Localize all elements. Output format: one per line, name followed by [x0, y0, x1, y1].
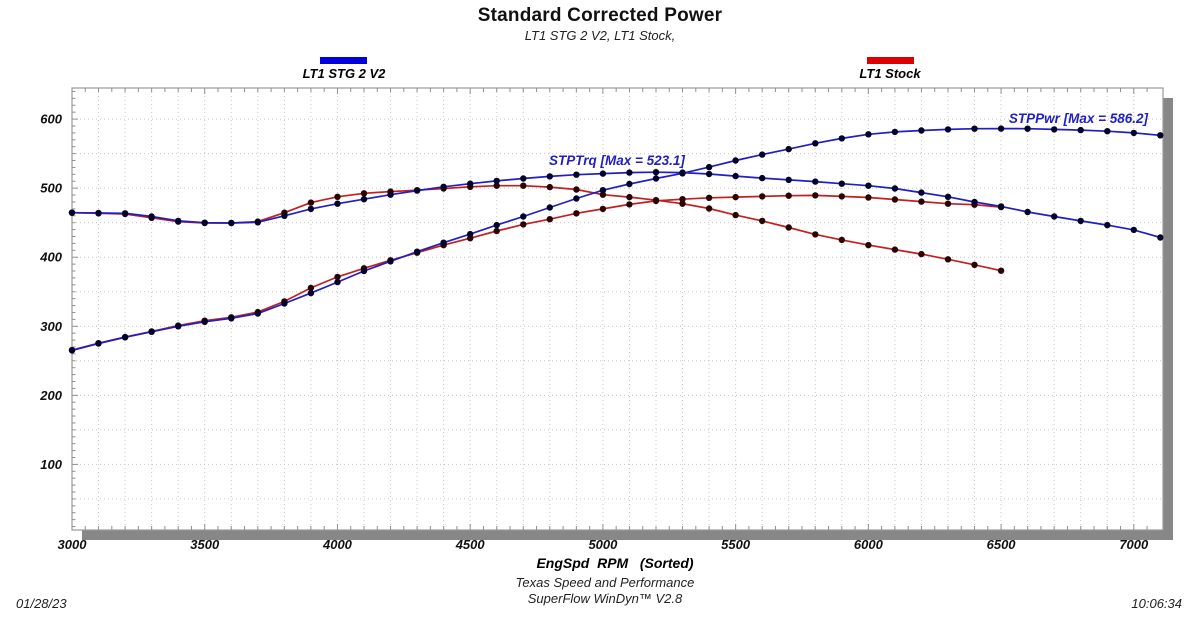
series-stppwr-lt1-stg-2-v2 — [68, 125, 1164, 354]
x-tick-labels: 3000 3500 4000 4500 5000 5500 6000 6500 7000 — [58, 537, 1149, 552]
svg-text:200: 200 — [39, 388, 62, 403]
svg-text:100: 100 — [40, 457, 62, 472]
svg-text:300: 300 — [40, 319, 62, 334]
svg-text:4000: 4000 — [322, 537, 353, 552]
svg-text:6500: 6500 — [987, 537, 1017, 552]
legend-label-stg2: LT1 STG 2 V2 — [302, 66, 386, 81]
svg-text:3500: 3500 — [190, 537, 220, 552]
svg-text:7000: 7000 — [1119, 537, 1149, 552]
plot-area — [71, 87, 1164, 531]
svg-text:3000: 3000 — [58, 537, 88, 552]
max-power-annotation: STPPwr [Max = 586.2] — [1008, 111, 1148, 126]
gridlines — [72, 88, 1163, 530]
svg-text:5500: 5500 — [721, 537, 751, 552]
svg-text:5000: 5000 — [588, 537, 618, 552]
page-title: Standard Corrected Power — [477, 5, 723, 26]
y-tick-labels: 100 200 300 400 500 600 — [39, 112, 62, 472]
report-time: 10:06:34 — [1131, 596, 1182, 611]
legend-swatch — [320, 57, 367, 64]
page-subtitle: LT1 STG 2 V2, LT1 Stock, — [524, 28, 676, 43]
svg-text:6000: 6000 — [854, 537, 884, 552]
svg-text:500: 500 — [40, 181, 62, 196]
footer-software: SuperFlow WinDyn™ V2.8 — [527, 591, 683, 606]
axis-ticks — [72, 88, 1148, 530]
svg-text:400: 400 — [39, 250, 62, 265]
max-torque-annotation: STPTrq [Max = 523.1] — [549, 153, 685, 168]
report-date: 01/28/23 — [16, 596, 67, 611]
legend-swatch — [867, 57, 914, 64]
legend-label-stock: LT1 Stock — [859, 66, 921, 81]
svg-text:4500: 4500 — [455, 537, 486, 552]
svg-text:600: 600 — [40, 112, 62, 127]
x-axis-title: EngSpd RPM (Sorted) — [536, 555, 694, 571]
series-stptrq-lt1-stg-2-v2 — [68, 169, 1164, 241]
footer-facility: Texas Speed and Performance — [515, 575, 695, 590]
